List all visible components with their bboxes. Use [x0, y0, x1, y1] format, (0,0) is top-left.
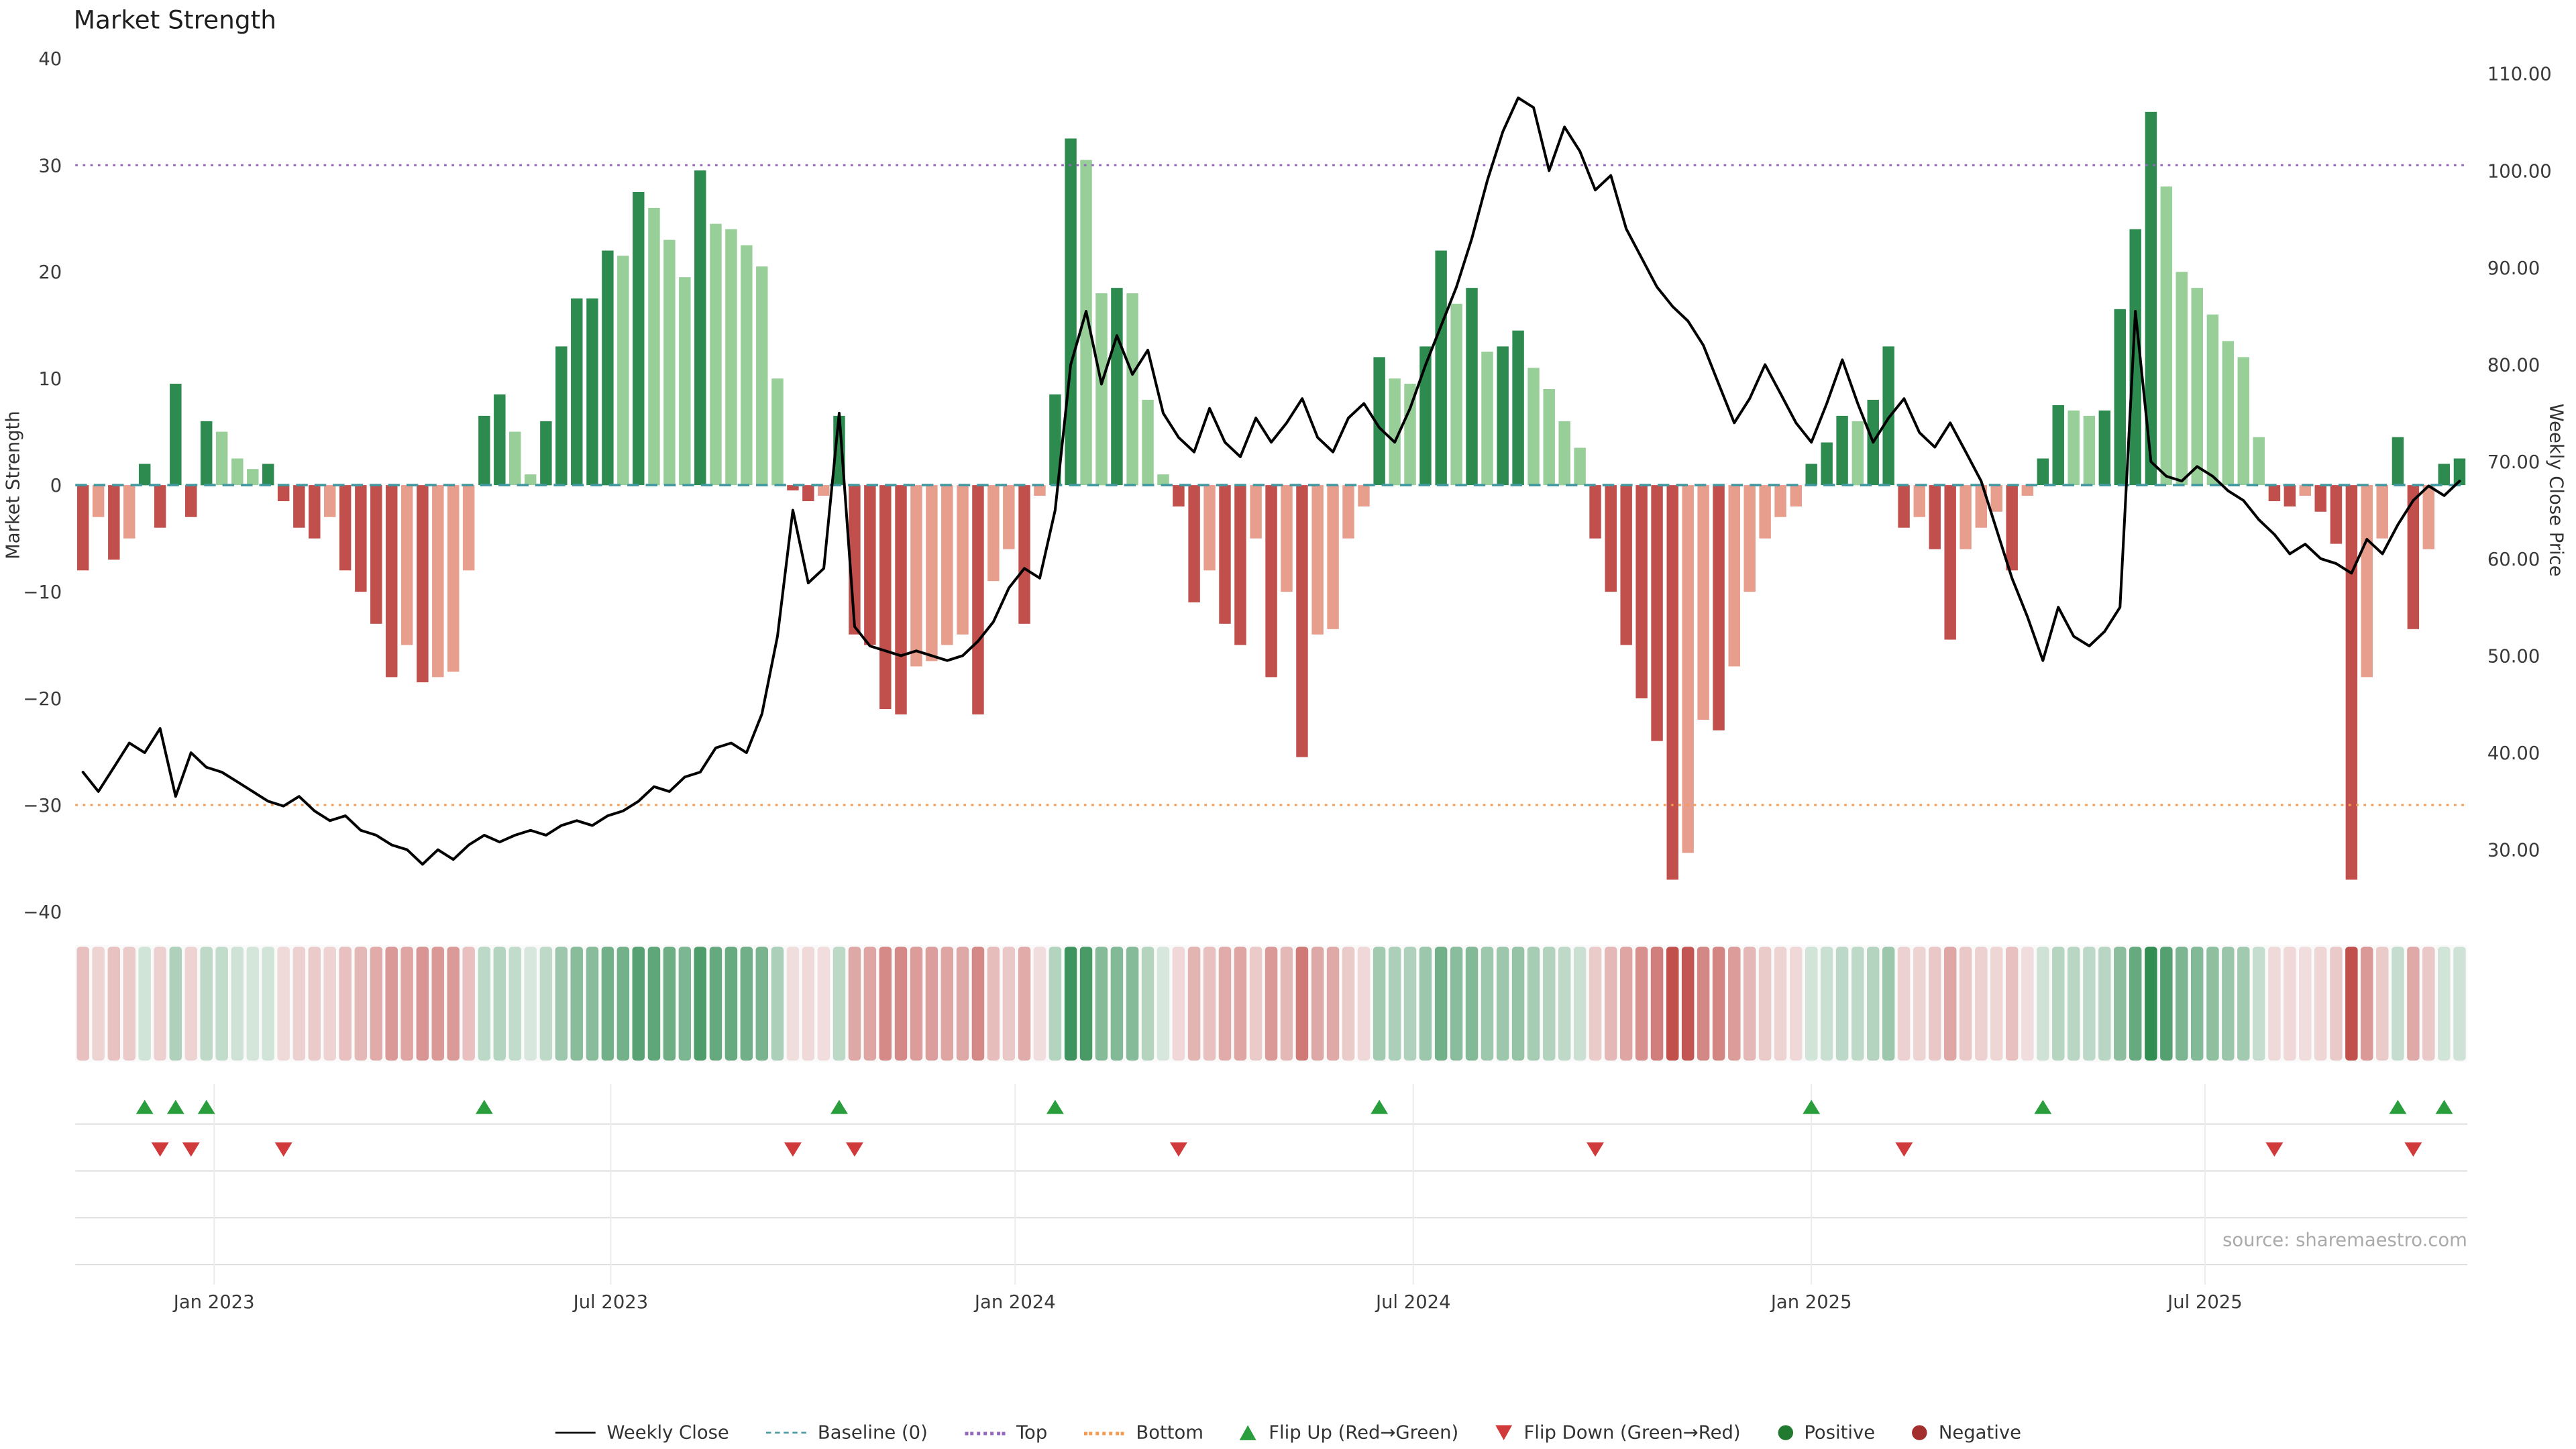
legend-item-bottom: Bottom [1084, 1421, 1204, 1444]
svg-text:0: 0 [50, 476, 62, 496]
source-caption: source: sharemaestro.com [2222, 1229, 2467, 1252]
legend-label: Flip Down (Green→Red) [1523, 1421, 1741, 1444]
svg-text:Jul 2023: Jul 2023 [572, 1292, 649, 1313]
svg-text:40.00: 40.00 [2487, 743, 2540, 764]
market-strength-chart: 40 30 20 10 0 −10 −20 −30 −40 110.00 100.00 90.00 80… [23, 49, 2551, 1313]
triangle-down-icon [1495, 1425, 1513, 1440]
dot-icon [1777, 1425, 1792, 1440]
legend-item-weekly-close: Weekly Close [555, 1421, 729, 1444]
legend-label: Flip Up (Red→Green) [1269, 1421, 1459, 1444]
legend-label: Negative [1938, 1421, 2021, 1444]
triangle-up-icon [1240, 1425, 1257, 1440]
legend-item-top: Top [964, 1421, 1048, 1444]
weekly-close-line [81, 96, 2461, 866]
svg-text:90.00: 90.00 [2487, 258, 2540, 279]
svg-text:10: 10 [38, 369, 62, 390]
svg-text:110.00: 110.00 [2487, 64, 2552, 85]
svg-text:−30: −30 [23, 796, 62, 816]
svg-text:−20: −20 [23, 689, 62, 710]
svg-text:100.00: 100.00 [2487, 161, 2552, 182]
heatmap-strip [75, 945, 2467, 1063]
svg-text:20: 20 [38, 262, 62, 283]
line-swatch-icon [555, 1432, 595, 1434]
svg-text:−40: −40 [23, 902, 62, 923]
dotted-icon [964, 1431, 1005, 1435]
svg-text:60.00: 60.00 [2487, 549, 2540, 570]
svg-text:50.00: 50.00 [2487, 646, 2540, 667]
axis-tick-labels: 40 30 20 10 0 −10 −20 −30 −40 110.00 100.00 90.00 80… [23, 49, 2551, 923]
legend: Weekly Close Baseline (0) Top Bottom Flip Up… [0, 1421, 2576, 1444]
legend-item-baseline-0: Baseline (0) [765, 1421, 928, 1444]
dotted-icon [1084, 1431, 1124, 1435]
svg-text:Jul 2025: Jul 2025 [2166, 1292, 2243, 1313]
legend-label: Positive [1804, 1421, 1876, 1444]
svg-text:Jan 2025: Jan 2025 [1770, 1292, 1852, 1313]
legend-item-positive: Positive [1777, 1421, 1876, 1444]
svg-text:−10: −10 [23, 582, 62, 603]
svg-text:80.00: 80.00 [2487, 356, 2540, 376]
reference-lines [75, 164, 2467, 806]
svg-text:70.00: 70.00 [2487, 452, 2540, 473]
legend-label: Weekly Close [606, 1421, 729, 1444]
page-title: Market Strength [73, 5, 276, 36]
dashed-icon [765, 1432, 806, 1434]
x-axis-labels: Jan 2023 Jul 2023 Jan 2024 Jul 2024 Jan 2025… [172, 1292, 2243, 1313]
strength-bars [76, 111, 2466, 880]
svg-text:30: 30 [38, 156, 62, 176]
svg-text:Jan 2024: Jan 2024 [973, 1292, 1056, 1313]
legend-item-flip-up-red-green: Flip Up (Red→Green) [1240, 1421, 1459, 1444]
legend-label: Bottom [1136, 1421, 1204, 1444]
svg-text:Jan 2023: Jan 2023 [172, 1292, 255, 1313]
flip-marker-panel [75, 1083, 2467, 1285]
flip-markers [136, 1099, 2453, 1157]
dot-icon [1911, 1425, 1927, 1440]
svg-text:30.00: 30.00 [2487, 841, 2540, 861]
svg-text:40: 40 [38, 49, 62, 70]
legend-label: Baseline (0) [817, 1421, 928, 1444]
svg-text:Jul 2024: Jul 2024 [1375, 1292, 1451, 1313]
legend-item-negative: Negative [1911, 1421, 2021, 1444]
legend-item-flip-down-green-red: Flip Down (Green→Red) [1495, 1421, 1741, 1444]
legend-label: Top [1016, 1421, 1048, 1444]
